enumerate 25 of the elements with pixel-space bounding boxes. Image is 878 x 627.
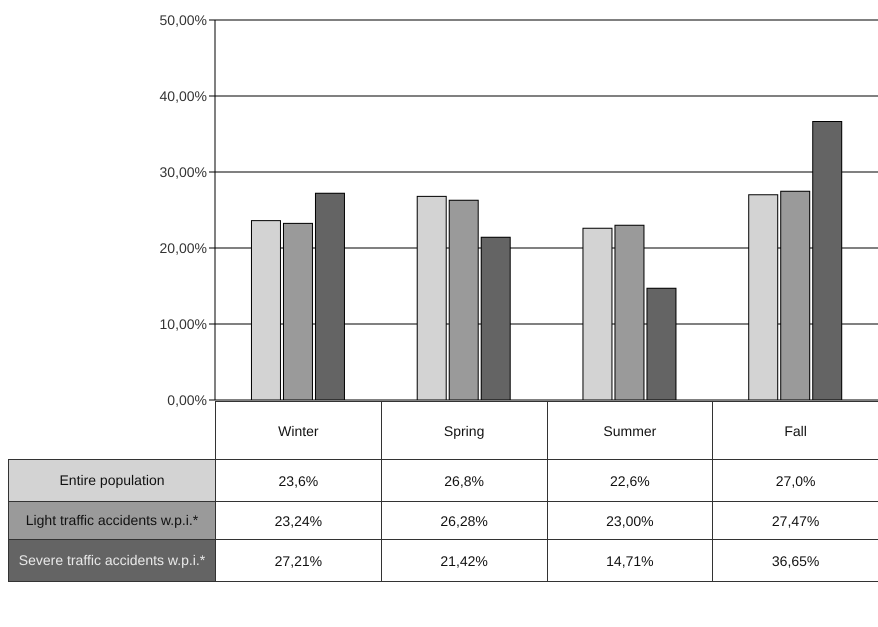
data-label: 27,0% — [712, 460, 878, 502]
x-tick-label: Summer — [547, 402, 713, 460]
data-label: 26,28% — [381, 502, 547, 540]
data-label: 36,65% — [712, 540, 878, 582]
x-tick-label: Spring — [381, 402, 547, 460]
data-label: 14,71% — [547, 540, 713, 582]
data-label: 22,6% — [547, 460, 713, 502]
data-label: 27,47% — [712, 502, 878, 540]
text: Severe traffic accidents w.p.i.* — [18, 552, 206, 568]
x-tick-label: Fall — [712, 402, 878, 460]
text: Entire population — [59, 472, 165, 488]
y-tick-label: 30,00% — [160, 164, 207, 180]
y-tick-label: 40,00% — [160, 88, 207, 104]
data-label: 23,00% — [547, 502, 713, 540]
x-tick-label: Winter — [216, 402, 382, 460]
data-label: 23,6% — [216, 460, 382, 502]
data-label: 27,21% — [216, 540, 382, 582]
y-tick-label: 20,00% — [160, 240, 207, 256]
data-label: 26,8% — [381, 460, 547, 502]
y-tick-label: 10,00% — [160, 316, 207, 332]
text: Light traffic accidents w.p.i.* — [26, 512, 198, 528]
y-tick-label: 0,00% — [167, 392, 207, 408]
y-tick-label: 50,00% — [160, 12, 207, 28]
data-label: 23,24% — [216, 502, 382, 540]
data-label: 21,42% — [381, 540, 547, 582]
